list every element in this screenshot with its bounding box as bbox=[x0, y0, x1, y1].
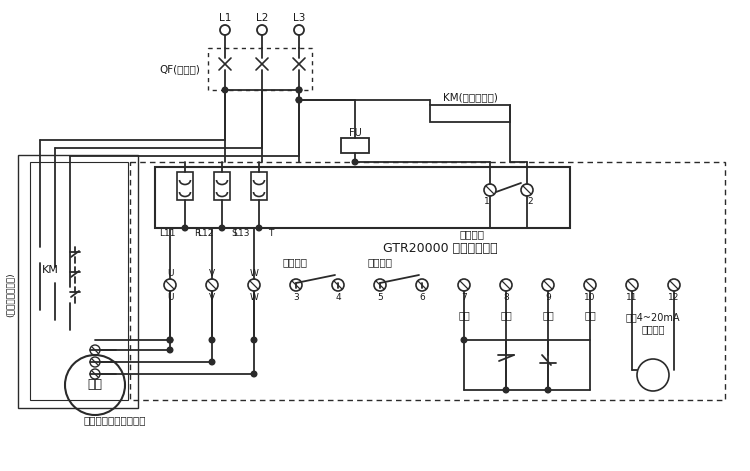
Text: 5: 5 bbox=[377, 292, 382, 301]
Text: 2: 2 bbox=[527, 197, 532, 206]
Circle shape bbox=[352, 159, 358, 165]
Circle shape bbox=[461, 337, 466, 343]
Circle shape bbox=[251, 337, 257, 343]
Circle shape bbox=[167, 337, 172, 343]
Text: W: W bbox=[250, 292, 259, 301]
Text: U: U bbox=[166, 268, 173, 277]
Text: 8: 8 bbox=[503, 292, 509, 301]
Bar bbox=[341, 138, 369, 153]
Text: QF(断路器): QF(断路器) bbox=[159, 64, 200, 74]
Circle shape bbox=[209, 337, 214, 343]
Text: 12: 12 bbox=[668, 292, 680, 301]
Circle shape bbox=[296, 97, 302, 103]
Text: 故障输出: 故障输出 bbox=[368, 257, 392, 267]
Text: L2: L2 bbox=[256, 13, 268, 23]
Text: 1: 1 bbox=[484, 197, 490, 206]
Text: 4: 4 bbox=[335, 292, 340, 301]
Text: 旁路输出: 旁路输出 bbox=[460, 229, 485, 239]
Text: 编程输出: 编程输出 bbox=[283, 257, 308, 267]
Circle shape bbox=[167, 347, 172, 353]
Circle shape bbox=[167, 337, 172, 343]
Bar bbox=[251, 172, 267, 200]
Text: L1: L1 bbox=[219, 13, 231, 23]
Text: 公共: 公共 bbox=[584, 310, 596, 320]
Text: W: W bbox=[250, 268, 259, 277]
Text: V: V bbox=[209, 292, 215, 301]
Circle shape bbox=[296, 87, 302, 93]
Text: 模拟输出: 模拟输出 bbox=[641, 324, 664, 334]
Text: 直流4~20mA: 直流4~20mA bbox=[626, 312, 680, 322]
Text: 9: 9 bbox=[545, 292, 550, 301]
Circle shape bbox=[182, 225, 188, 231]
Text: L3: L3 bbox=[292, 13, 305, 23]
Text: GTR20000 系列软起动器: GTR20000 系列软起动器 bbox=[382, 242, 497, 254]
Text: R: R bbox=[194, 229, 200, 238]
Text: S: S bbox=[231, 229, 237, 238]
Circle shape bbox=[251, 371, 257, 377]
Text: 11: 11 bbox=[626, 292, 638, 301]
Bar bbox=[214, 172, 230, 200]
Circle shape bbox=[296, 87, 302, 93]
Text: 7: 7 bbox=[461, 292, 466, 301]
Circle shape bbox=[296, 97, 302, 103]
Text: V: V bbox=[209, 268, 215, 277]
Text: FU: FU bbox=[349, 128, 361, 138]
Text: T: T bbox=[268, 229, 273, 238]
Text: L12: L12 bbox=[196, 229, 213, 238]
Bar bbox=[18, 155, 138, 408]
Text: KM: KM bbox=[41, 265, 58, 275]
Circle shape bbox=[256, 225, 262, 231]
Circle shape bbox=[219, 225, 225, 231]
Text: (旁路接触器触点): (旁路接触器触点) bbox=[5, 273, 14, 317]
Text: 10: 10 bbox=[584, 292, 596, 301]
Text: 起勨: 起勨 bbox=[542, 310, 554, 320]
Text: KM(旁路接触器): KM(旁路接触器) bbox=[442, 92, 497, 102]
Circle shape bbox=[209, 359, 214, 365]
Text: 停止: 停止 bbox=[500, 310, 512, 320]
Bar bbox=[130, 162, 725, 400]
Text: L13: L13 bbox=[233, 229, 250, 238]
Circle shape bbox=[222, 87, 228, 93]
Bar bbox=[177, 172, 193, 200]
Text: U: U bbox=[166, 292, 173, 301]
Text: 鼠笼式三相异步电动机: 鼠笼式三相异步电动机 bbox=[84, 415, 146, 425]
Bar bbox=[208, 48, 312, 90]
Bar bbox=[430, 105, 510, 122]
Text: 3: 3 bbox=[293, 292, 298, 301]
Bar bbox=[30, 162, 128, 400]
Text: 6: 6 bbox=[419, 292, 424, 301]
Bar bbox=[155, 167, 570, 228]
Text: 电机: 电机 bbox=[88, 379, 103, 391]
Text: L11: L11 bbox=[160, 229, 176, 238]
Circle shape bbox=[503, 387, 509, 393]
Text: 跟停: 跟停 bbox=[458, 310, 470, 320]
Circle shape bbox=[545, 387, 550, 393]
